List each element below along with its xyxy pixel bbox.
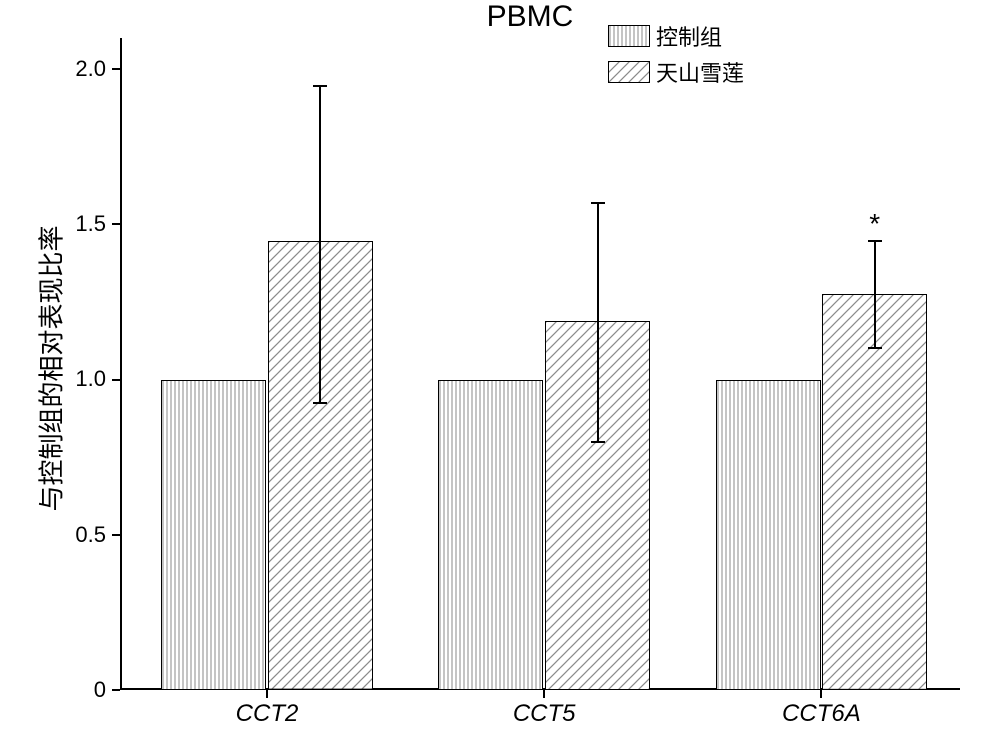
error-bar-cap xyxy=(591,202,605,204)
y-tick-label: 0 xyxy=(60,677,106,703)
y-tick-label: 1.0 xyxy=(60,366,106,392)
legend-item: 天山雪莲 xyxy=(608,56,744,88)
x-tick-mark xyxy=(543,690,545,698)
y-tick-mark xyxy=(112,534,120,536)
error-bar xyxy=(319,86,321,403)
y-tick-label: 0.5 xyxy=(60,522,106,548)
error-bar-cap xyxy=(868,347,882,349)
legend: 控制组天山雪莲 xyxy=(608,20,744,92)
y-tick-mark xyxy=(112,68,120,70)
bar xyxy=(161,380,266,690)
error-bar-cap xyxy=(313,402,327,404)
error-bar xyxy=(597,203,599,442)
error-bar-cap xyxy=(591,441,605,443)
significance-annotation: * xyxy=(860,208,890,240)
x-tick-label: CCT2 xyxy=(207,700,327,728)
error-bar xyxy=(874,241,876,348)
x-tick-label: CCT6A xyxy=(761,700,881,728)
x-tick-mark xyxy=(820,690,822,698)
error-bar-cap xyxy=(868,240,882,242)
error-bar-cap xyxy=(313,85,327,87)
bar xyxy=(822,294,927,690)
y-tick-label: 2.0 xyxy=(60,56,106,82)
y-tick-mark xyxy=(112,223,120,225)
legend-swatch xyxy=(608,25,650,47)
chart-container: PBMC 与控制组的相对表现比率 控制组天山雪莲 00.51.01.52.0CC… xyxy=(0,0,1000,746)
legend-label: 控制组 xyxy=(656,20,722,52)
x-tick-mark xyxy=(266,690,268,698)
y-tick-mark xyxy=(112,379,120,381)
legend-swatch xyxy=(608,61,650,83)
y-tick-mark xyxy=(112,689,120,691)
x-tick-label: CCT5 xyxy=(484,700,604,728)
bar xyxy=(716,380,821,690)
bar xyxy=(438,380,543,690)
legend-item: 控制组 xyxy=(608,20,744,52)
y-tick-label: 1.5 xyxy=(60,211,106,237)
legend-label: 天山雪莲 xyxy=(656,56,744,88)
